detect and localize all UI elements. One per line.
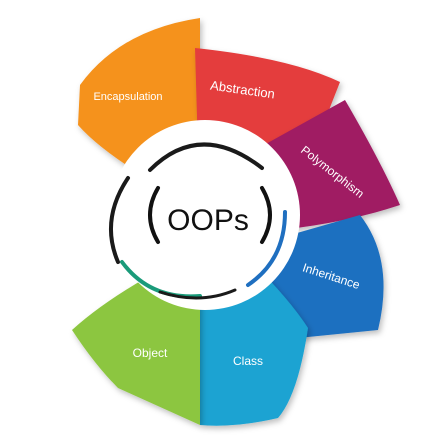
- ring-arc-bottom-dark: [158, 288, 237, 300]
- ring-arc-top: [148, 142, 264, 172]
- center-disk: [110, 120, 300, 310]
- label-encapsulation: Encapsulation: [93, 91, 162, 103]
- paren-left: [148, 186, 160, 244]
- label-class: Class: [233, 354, 263, 368]
- label-object: Object: [133, 346, 168, 360]
- ring-arc-right-blue: [246, 210, 287, 287]
- center-title: OOPs: [167, 204, 249, 237]
- paren-right: [260, 186, 272, 244]
- ring-arc-left: [108, 176, 130, 264]
